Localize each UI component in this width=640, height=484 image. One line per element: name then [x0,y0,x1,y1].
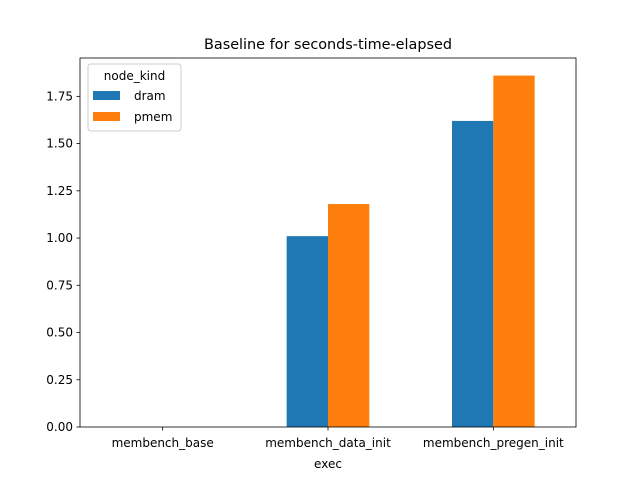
bar-dram-membench_data_init [286,236,328,427]
x-axis-label: exec [314,457,342,471]
y-tick-label: 0.75 [46,278,73,292]
y-tick-label: 0.25 [46,373,73,387]
y-tick-label: 1.75 [46,89,73,103]
legend-swatch-dram [93,91,120,100]
bar-pmem-membench_pregen_init [493,75,535,427]
legend-label-pmem: pmem [134,110,172,124]
x-tick-label: membench_data_init [265,436,391,450]
y-tick-label: 0.50 [46,326,73,340]
legend-swatch-pmem [93,112,120,121]
legend-title: node_kind [104,69,165,83]
x-tick-label: membench_pregen_init [423,436,564,450]
bars-layer [286,75,535,428]
x-tick-label: membench_base [112,436,214,450]
axes-layer: 0.00 0.25 0.50 0.75 1.00 1.25 1.50 1.75 membench… [46,57,577,450]
y-tick-label: 1.50 [46,137,73,151]
y-tick-label: 1.25 [46,184,73,198]
bar-pmem-membench_data_init [328,204,370,427]
chart-title: Baseline for seconds-time-elapsed [204,37,452,53]
legend-label-dram: dram [134,89,166,103]
y-tick-label: 0.00 [46,420,73,434]
y-tick-label: 1.00 [46,231,73,245]
bar-dram-membench_pregen_init [452,120,494,428]
